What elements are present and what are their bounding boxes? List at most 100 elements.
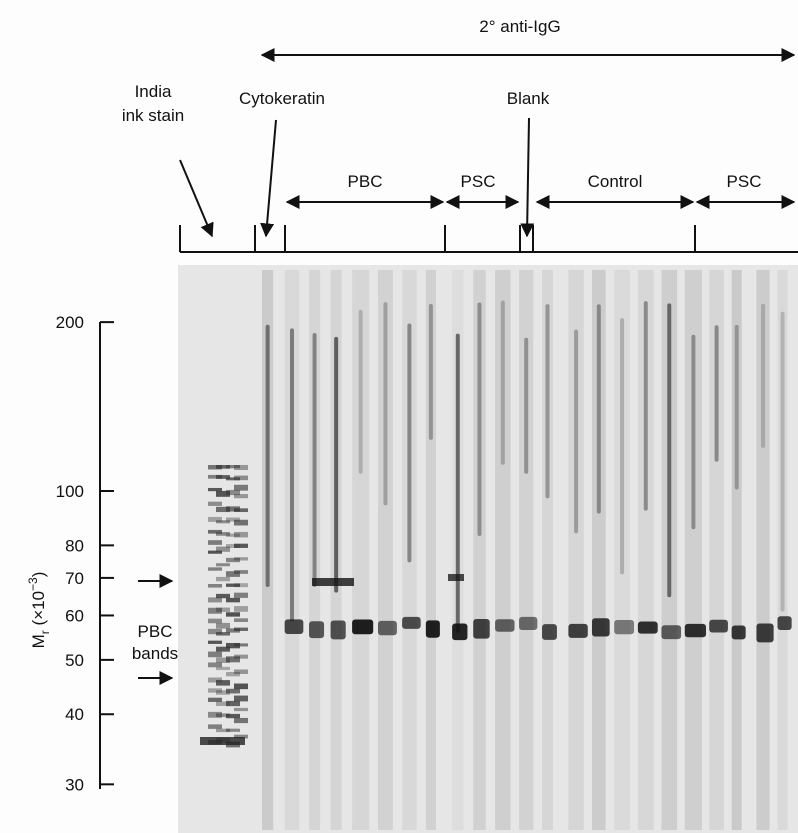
ladder-band <box>208 567 222 571</box>
tick-label: 100 <box>56 482 84 501</box>
ladder-band <box>208 628 222 635</box>
ladder-band <box>226 557 240 563</box>
lane-streak <box>643 301 648 511</box>
ladder-band <box>216 690 230 695</box>
lane-band <box>448 574 464 581</box>
ladder-band <box>216 713 230 718</box>
lane-band <box>473 618 490 639</box>
ladder-band <box>234 557 248 561</box>
lane-streak <box>289 328 294 622</box>
lane-band <box>312 578 354 586</box>
ladder-band <box>216 563 230 567</box>
ladder-band <box>226 477 240 481</box>
lane-streak <box>780 311 785 612</box>
ladder-band <box>226 713 240 719</box>
lane-label: Cytokeratin <box>239 89 325 108</box>
lane-streak <box>574 329 579 534</box>
lane-band <box>542 624 557 640</box>
ladder-band <box>216 506 230 513</box>
gel-background <box>178 265 798 833</box>
ladder-band <box>226 688 240 694</box>
lane <box>519 270 534 830</box>
ladder-band <box>208 540 222 545</box>
ladder-band <box>208 607 222 614</box>
ladder-band <box>234 606 248 612</box>
ladder-band <box>216 475 230 479</box>
ladder-band <box>208 640 222 644</box>
ladder-band <box>234 484 248 491</box>
ladder-band <box>226 728 240 732</box>
ladder-band <box>226 642 240 649</box>
ladder-band <box>226 506 240 512</box>
lane <box>568 270 584 830</box>
lane-band <box>709 619 728 633</box>
ladder-band <box>216 680 230 686</box>
lane-label: India <box>135 82 172 101</box>
tick-label: 50 <box>65 651 84 670</box>
ladder-band <box>226 700 240 707</box>
lane-streak <box>334 336 339 593</box>
ladder-band <box>216 622 230 629</box>
lane-band <box>777 616 792 631</box>
lane-streak <box>407 323 412 563</box>
group-label: Control <box>588 172 643 191</box>
ladder-band <box>216 593 230 599</box>
ladder-band <box>234 475 248 481</box>
lane <box>377 270 393 830</box>
lane-streak <box>545 304 550 499</box>
lane <box>709 270 724 830</box>
ladder-band <box>226 656 240 663</box>
band-label: PBC <box>138 622 173 641</box>
lane-band <box>756 623 774 643</box>
ladder-band <box>216 520 230 524</box>
ladder-band <box>208 724 222 729</box>
ladder-band <box>216 657 230 664</box>
lane-band <box>614 619 635 635</box>
lane-band <box>495 619 515 632</box>
ladder-band <box>234 643 248 647</box>
lane <box>637 270 654 830</box>
ladder-band <box>208 550 222 554</box>
lane-band <box>637 621 658 634</box>
top-label: 2° anti-IgG <box>479 17 560 36</box>
arrow <box>179 159 214 238</box>
lane-band <box>402 616 421 629</box>
lane-streak <box>596 304 601 514</box>
ladder-band <box>234 654 248 659</box>
lane <box>473 270 486 830</box>
ladder-band <box>208 584 222 588</box>
lane-band <box>661 625 682 640</box>
ladder-band <box>216 632 230 636</box>
lane-band <box>309 621 325 639</box>
group-label: PSC <box>461 172 496 191</box>
lane-band <box>452 623 468 641</box>
ladder-band <box>208 711 222 718</box>
ladder-band <box>234 465 248 471</box>
ladder-band <box>234 592 248 598</box>
lane <box>731 270 742 830</box>
lane-streak <box>312 333 317 587</box>
ladder-band <box>234 543 248 548</box>
ladder-band <box>226 597 240 603</box>
ladder-band <box>216 646 230 652</box>
ladder-band <box>208 688 222 693</box>
lane-band <box>731 625 746 640</box>
lane <box>425 270 436 830</box>
ladder-band <box>234 707 248 712</box>
lane-band <box>425 620 440 638</box>
arrow <box>520 117 535 238</box>
lane-band <box>284 619 304 635</box>
ladder-band <box>226 489 240 496</box>
lane <box>352 270 370 830</box>
lane <box>495 270 511 830</box>
lane-streak <box>500 300 505 465</box>
lane-label: ink stain <box>122 106 184 125</box>
ladder-band <box>208 516 222 522</box>
ladder-band <box>234 583 248 588</box>
lane-streak <box>691 334 696 530</box>
ladder-band <box>234 734 248 739</box>
ladder-band <box>216 701 230 706</box>
lane <box>309 270 321 830</box>
ladder-band <box>216 576 230 582</box>
